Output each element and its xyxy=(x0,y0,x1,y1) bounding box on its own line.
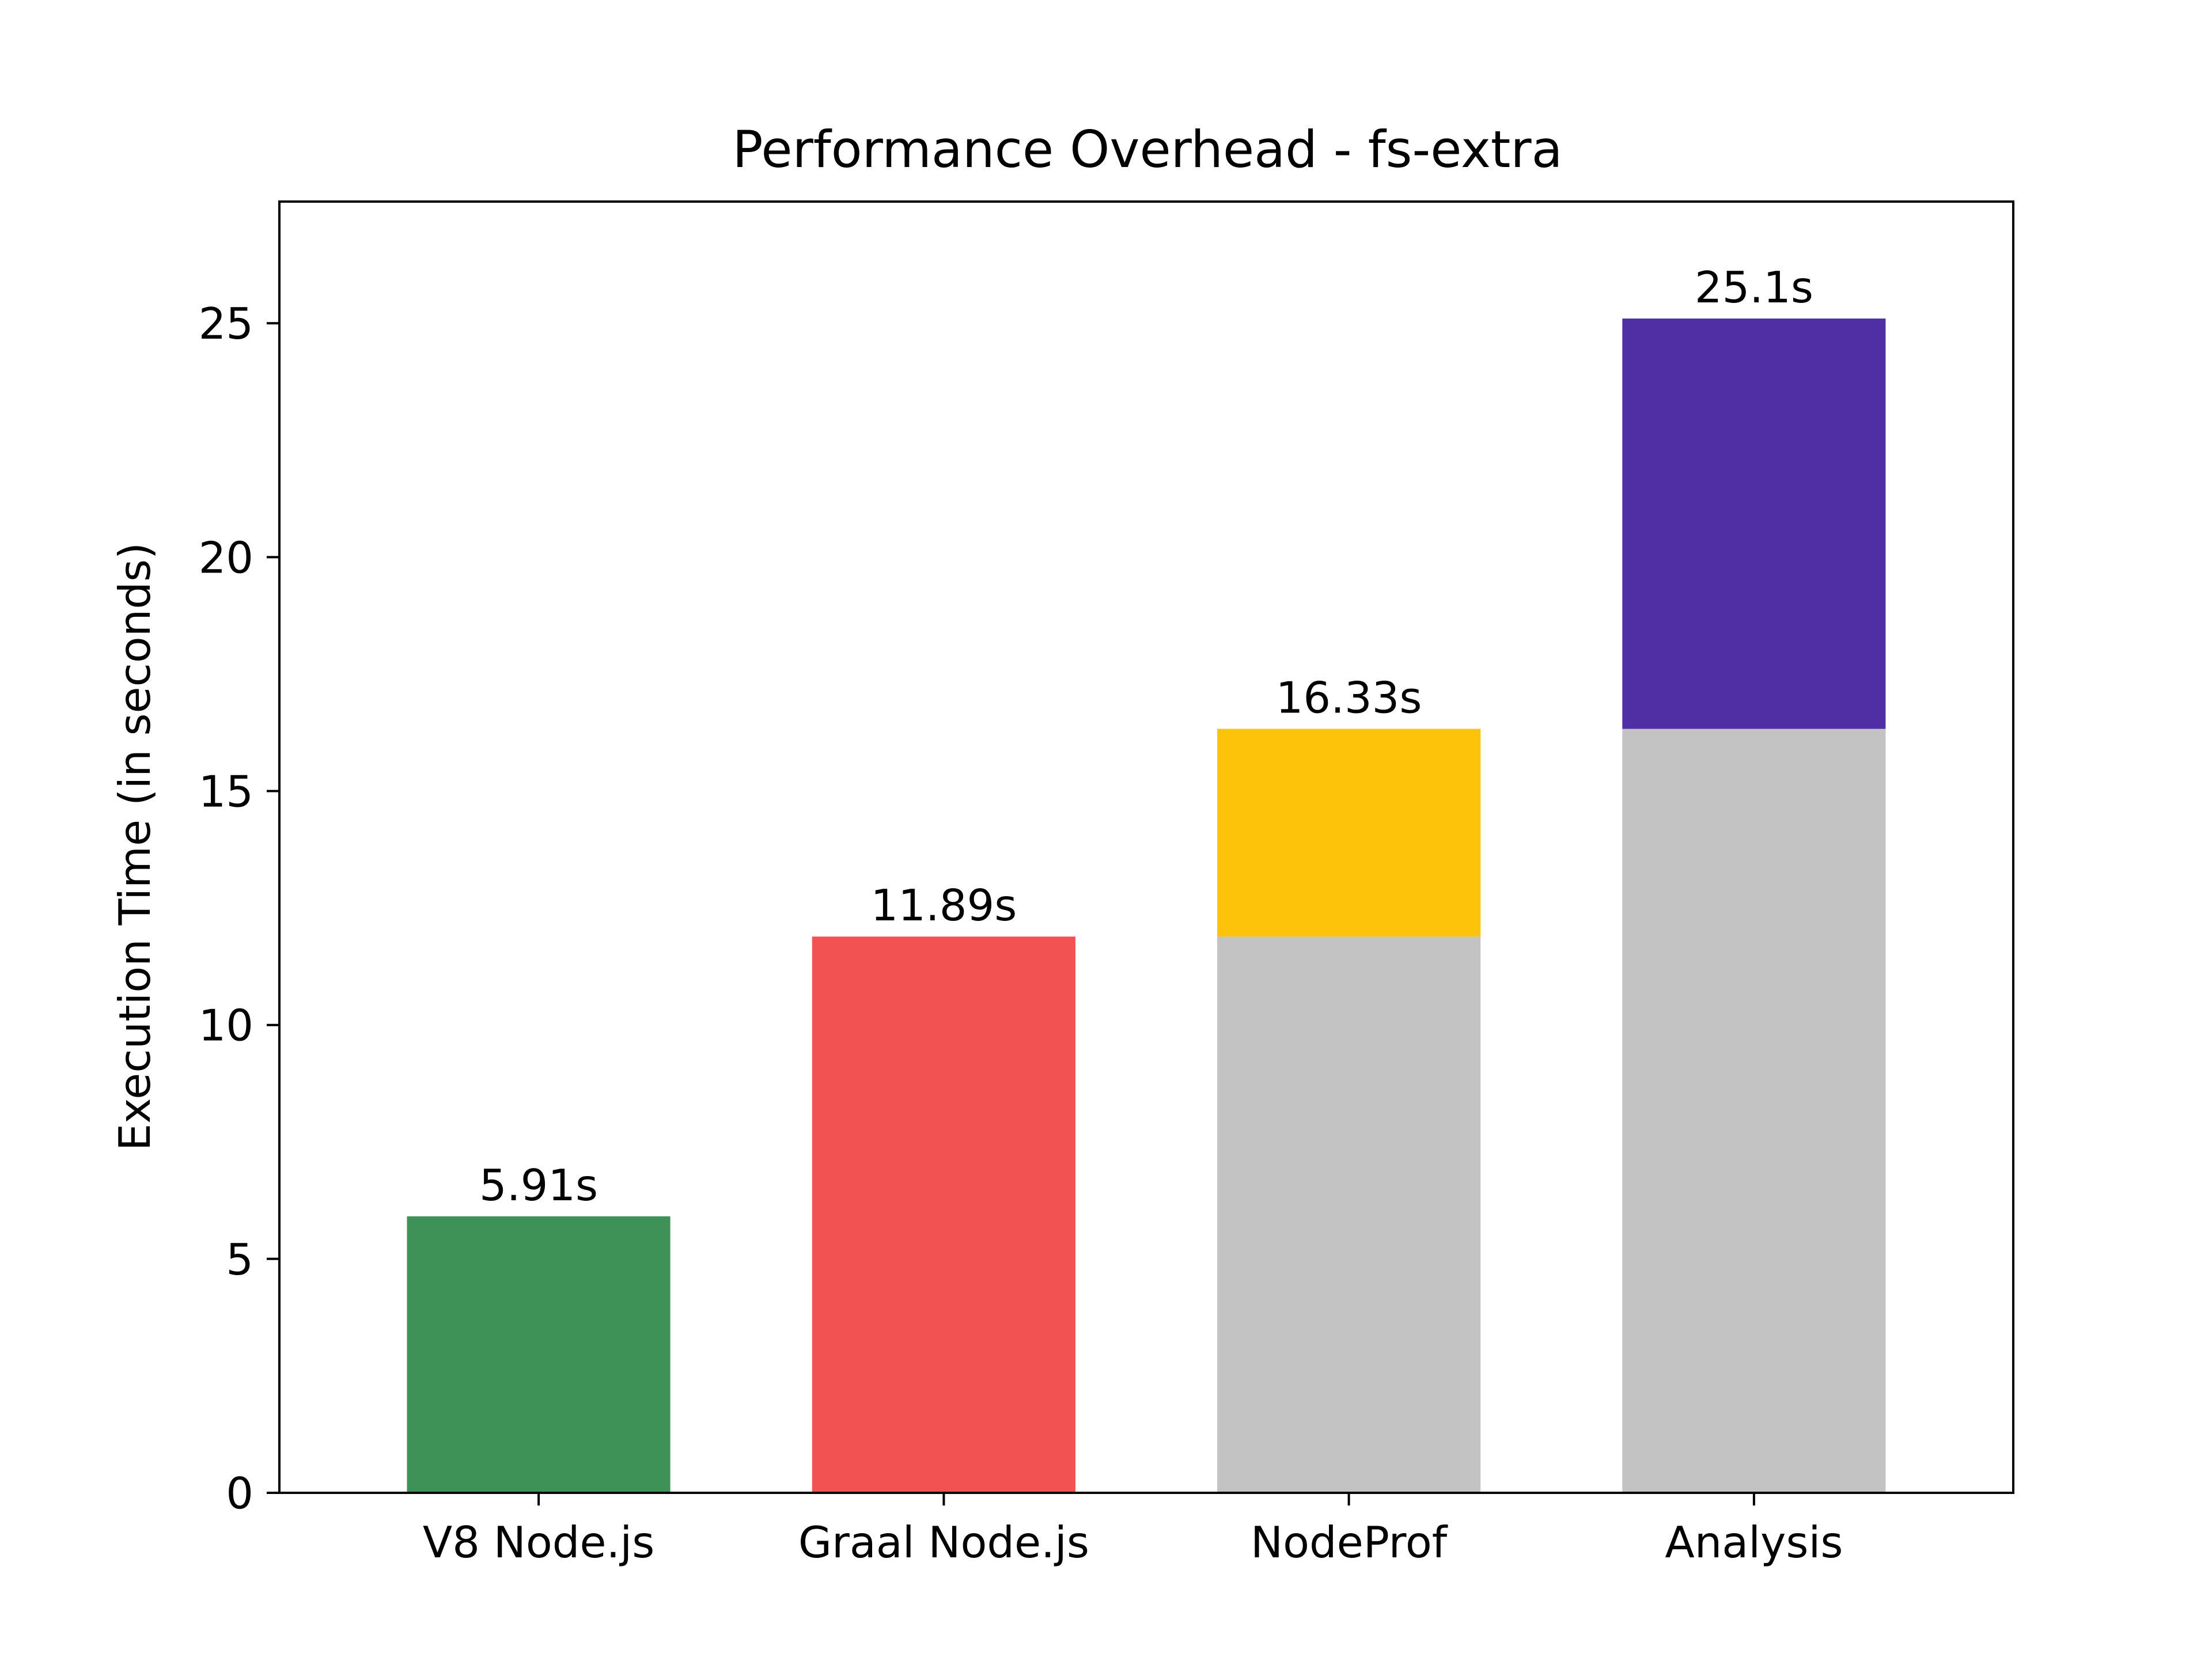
y-tick-label-10: 10 xyxy=(199,1000,253,1051)
y-tick-label-20: 20 xyxy=(199,532,253,583)
y-tick-label-5: 5 xyxy=(226,1234,253,1285)
y-tick-label-0: 0 xyxy=(226,1468,253,1519)
x-tick-label-analysis: Analysis xyxy=(1665,1517,1843,1568)
x-tick-label-graal-node-js: Graal Node.js xyxy=(798,1517,1089,1568)
axes-layer: V8 Node.js Graal Node.js NodeProf Analysis 0… xyxy=(199,200,2014,1568)
bar-graal-node-js-segment-1 xyxy=(812,936,1075,1493)
x-tick-label-v8-node-js: V8 Node.js xyxy=(423,1517,654,1568)
bar-analysis-segment-2 xyxy=(1622,318,1886,729)
y-tick-label-25: 25 xyxy=(199,298,253,349)
bar-analysis-segment-1 xyxy=(1622,729,1886,1493)
bar-value-label-v8-node-js: 5.91s xyxy=(479,1160,598,1211)
bar-nodeprof-segment-2 xyxy=(1217,729,1481,937)
bar-nodeprof-segment-1 xyxy=(1217,936,1481,1493)
bar-value-label-graal-node-js: 11.89s xyxy=(871,880,1017,931)
y-tick-label-15: 15 xyxy=(199,767,253,817)
y-axis-label: Execution Time (in seconds) xyxy=(109,543,160,1151)
bar-value-label-nodeprof: 16.33s xyxy=(1276,673,1422,723)
x-tick-label-nodeprof: NodeProf xyxy=(1251,1517,1448,1568)
bar-labels-layer: 5.91s 11.89s 16.33s 25.1s xyxy=(479,262,1813,1211)
plot-frame xyxy=(278,200,2014,1494)
bar-v8-node-js-segment-1 xyxy=(407,1216,671,1493)
chart-title: Performance Overhead - fs-extra xyxy=(733,120,1563,179)
bars-layer xyxy=(407,318,1886,1493)
bar-value-label-analysis: 25.1s xyxy=(1695,262,1813,313)
